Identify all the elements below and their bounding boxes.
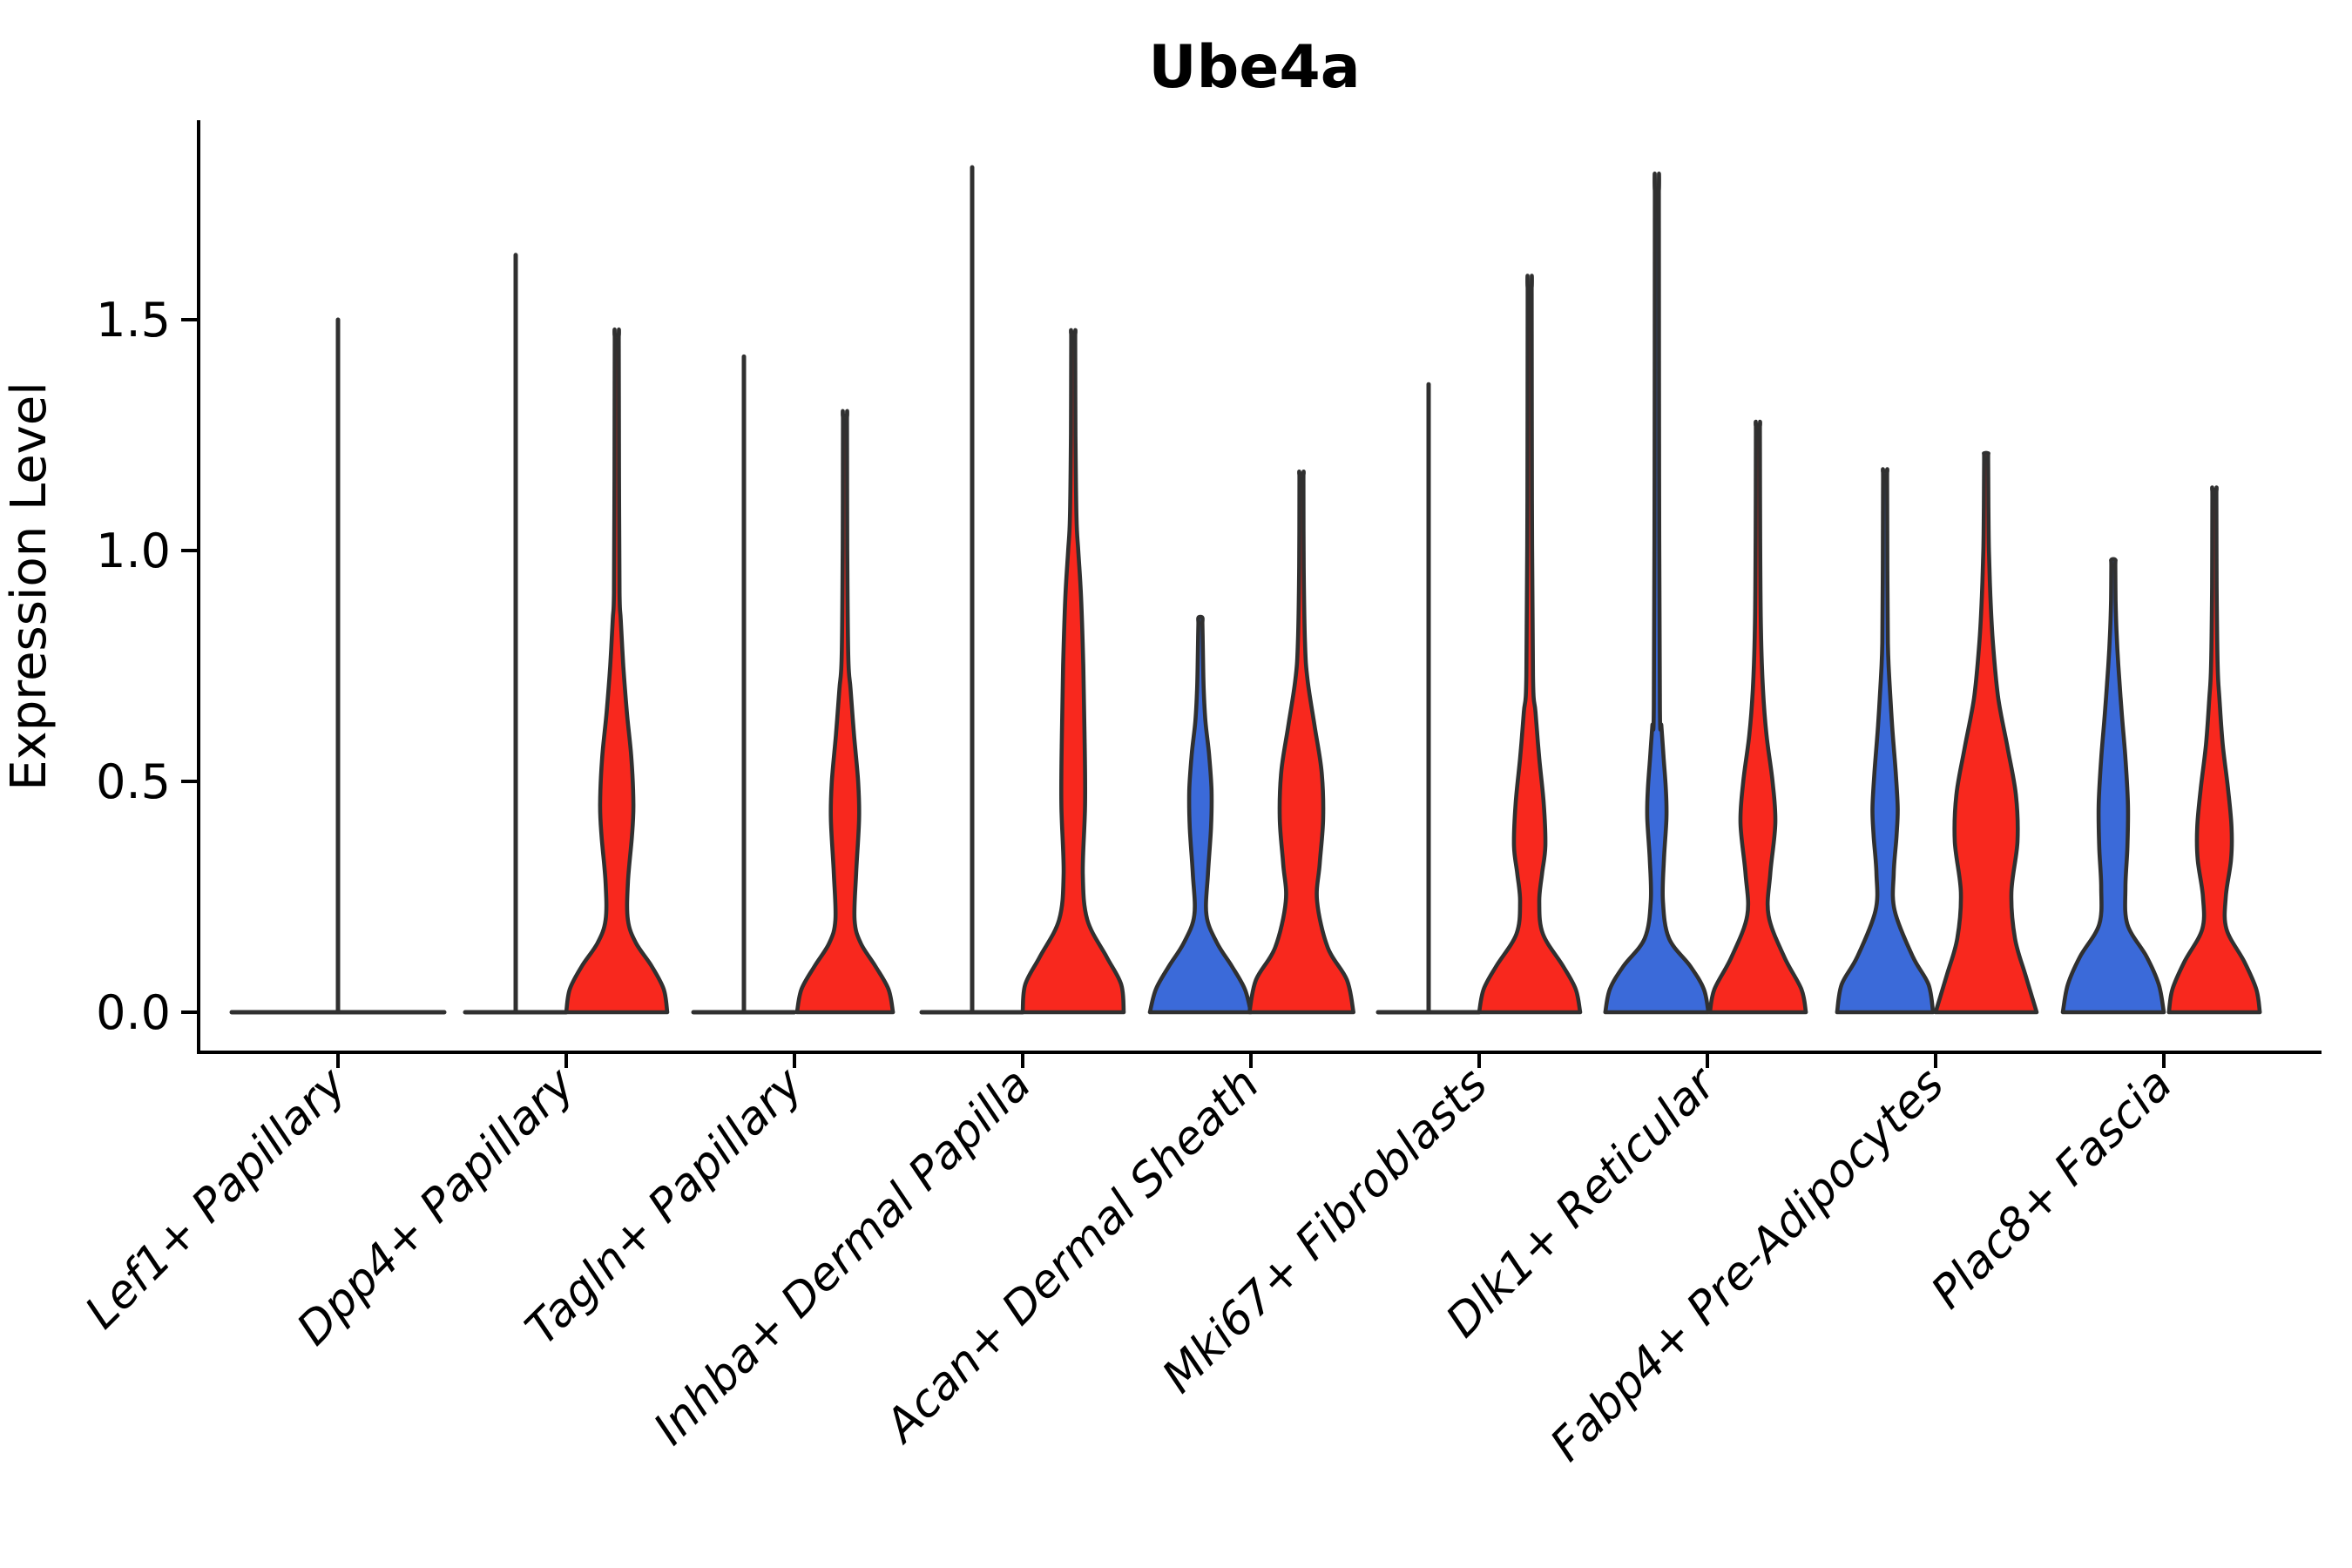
- violin-red-3: [1020, 328, 1126, 1015]
- x-tick-label: Plac8+ Fascia: [1922, 1058, 2182, 1319]
- x-tick-label: Inhba+ Dermal Papilla: [644, 1058, 1041, 1456]
- violin-red-8: [2166, 485, 2262, 1015]
- violin-layer: [229, 165, 2262, 1015]
- violin-red-7: [1933, 450, 2039, 1015]
- y-tick-label: 0.0: [96, 985, 171, 1040]
- y-tick-label: 1.5: [96, 293, 171, 348]
- x-tick-label: Fabp4+ Pre-Adipocytes: [1541, 1058, 1955, 1472]
- chart-title: Ube4a: [1148, 33, 1360, 102]
- violin-blue-8: [2060, 557, 2166, 1015]
- violin-blue-6: [1603, 171, 1711, 1015]
- y-tick-label: 1.0: [96, 524, 171, 578]
- violin-blue-7: [1835, 467, 1936, 1015]
- violin-red-5: [1477, 274, 1583, 1015]
- x-tick-label: Acan+ Dermal Sheath: [874, 1058, 1269, 1454]
- violin-red-4: [1247, 470, 1355, 1015]
- violin-red-6: [1707, 419, 1808, 1015]
- y-tick-label: 0.5: [96, 754, 171, 809]
- y-axis-label: Expression Level: [1, 382, 57, 791]
- violin-blue-4: [1147, 614, 1254, 1015]
- violin-red-1: [564, 327, 670, 1015]
- violin-red-2: [794, 409, 896, 1015]
